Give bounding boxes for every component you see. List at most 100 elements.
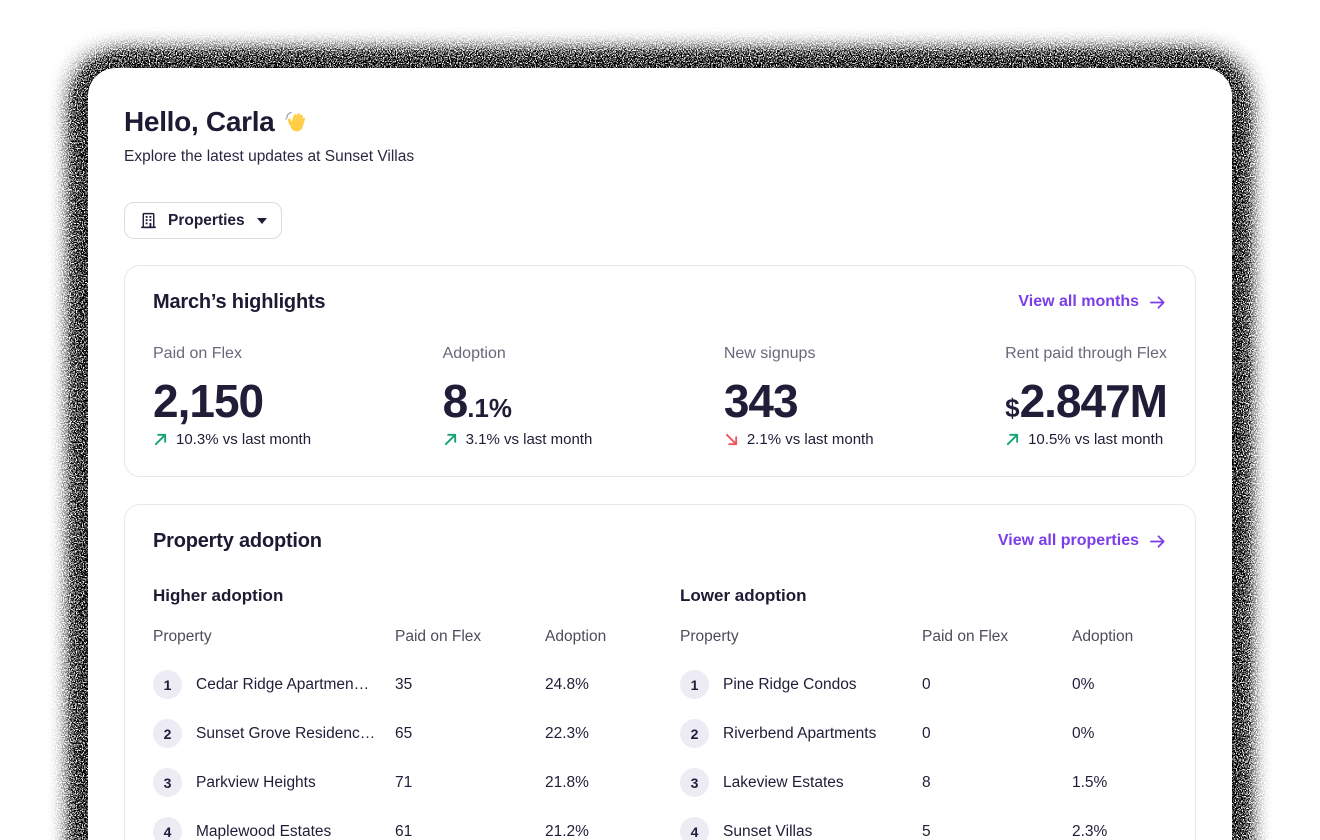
rank-badge: 3	[153, 768, 182, 797]
stat-paid-on-flex: Paid on Flex 2,150 10.3% vs last month	[153, 344, 311, 448]
paid-on-flex-value: 8	[922, 773, 931, 791]
table-header-row: Property Paid on Flex Adoption	[153, 628, 640, 646]
column-header-property: Property	[680, 628, 739, 645]
property-name: Riverbend Apartments	[723, 724, 877, 742]
property-adoption-section: Property adoption View all properties Hi…	[124, 504, 1196, 840]
column-header-property: Property	[153, 628, 212, 645]
paid-on-flex-value: 0	[922, 675, 931, 693]
paid-on-flex-value: 35	[395, 675, 413, 693]
adoption-value: 21.8%	[545, 773, 589, 791]
table-row: 2 Riverbend Apartments 0 0%	[680, 709, 1167, 758]
paid-on-flex-value: 71	[395, 773, 413, 791]
adoption-value: 22.3%	[545, 724, 589, 742]
higher-adoption-table: Higher adoption Property Paid on Flex Ad…	[153, 586, 640, 840]
stat-value-main: 2.847M	[1019, 375, 1168, 427]
view-all-months-link[interactable]: View all months	[1018, 293, 1167, 312]
stat-trend-text: 10.3% vs last month	[176, 431, 312, 448]
stat-trend: 10.5% vs last month	[1005, 431, 1167, 448]
stat-new-signups: New signups 343 2.1% vs last month	[724, 344, 874, 448]
rank-badge: 3	[680, 768, 709, 797]
table-row: 4 Maplewood Estates 61 21.2%	[153, 807, 640, 840]
property-name: Lakeview Estates	[723, 773, 844, 791]
column-header-adoption: Adoption	[545, 628, 607, 645]
stat-value: $ 2.847M	[1005, 374, 1168, 427]
stat-label: New signups	[723, 345, 816, 362]
paid-on-flex-value: 0	[922, 724, 931, 742]
stat-adoption: Adoption 8 .1% 3.1% vs last month	[443, 344, 593, 448]
building-icon	[139, 211, 158, 230]
paid-on-flex-value: 65	[395, 724, 413, 742]
stat-value-suffix: .1%	[467, 393, 512, 423]
rank-badge: 1	[153, 670, 182, 699]
table-row: 3 Lakeview Estates 8 1.5%	[680, 758, 1167, 807]
rank-badge: 2	[680, 719, 709, 748]
rank-badge: 4	[153, 817, 182, 840]
highlights-title: March’s highlights	[153, 291, 326, 313]
stat-trend-text: 10.5% vs last month	[1028, 431, 1164, 448]
highlights-section: March’s highlights View all months Paid …	[124, 265, 1196, 477]
view-all-months-label: View all months	[1018, 293, 1139, 310]
table-row: 1 Cedar Ridge Apartmen… 35 24.8%	[153, 660, 640, 709]
table-header-row: Property Paid on Flex Adoption	[680, 628, 1167, 646]
column-header-paid: Paid on Flex	[395, 628, 482, 645]
highlights-stats: Paid on Flex 2,150 10.3% vs last month A…	[153, 344, 1168, 448]
page-title: Hello, Carla	[124, 106, 275, 137]
rank-badge: 2	[153, 719, 182, 748]
stat-trend: 10.3% vs last month	[153, 431, 311, 448]
trend-up-icon	[153, 432, 168, 447]
stat-value-main: 8	[442, 375, 469, 427]
table-row: 4 Sunset Villas 5 2.3%	[680, 807, 1167, 840]
stat-label: Adoption	[442, 345, 506, 362]
rank-badge: 1	[680, 670, 709, 699]
paid-on-flex-value: 5	[922, 822, 931, 840]
properties-dropdown-button[interactable]: Properties	[124, 202, 282, 239]
property-name: Maplewood Estates	[196, 822, 332, 840]
page-subtitle: Explore the latest updates at Sunset Vil…	[124, 148, 415, 165]
wave-hand-icon	[284, 109, 311, 136]
stat-label: Paid on Flex	[153, 345, 242, 362]
stat-rent-paid: Rent paid through Flex $ 2.847M 10.5% vs…	[1005, 344, 1168, 448]
stat-trend-text: 3.1% vs last month	[465, 431, 593, 448]
paid-on-flex-value: 61	[395, 822, 413, 840]
view-all-properties-link[interactable]: View all properties	[998, 532, 1167, 551]
property-adoption-title: Property adoption	[153, 530, 322, 552]
arrow-right-icon	[1148, 532, 1167, 551]
table-row: 3 Parkview Heights 71 21.8%	[153, 758, 640, 807]
property-name: Sunset Grove Residenc…	[196, 724, 376, 742]
stat-label: Rent paid through Flex	[1005, 345, 1167, 362]
stat-value-prefix: $	[1005, 393, 1020, 423]
adoption-value: 0%	[1072, 675, 1095, 693]
property-name: Cedar Ridge Apartmen…	[196, 675, 370, 693]
chevron-down-icon	[256, 217, 267, 224]
arrow-right-icon	[1148, 293, 1167, 312]
table-heading: Lower adoption	[680, 586, 807, 605]
property-name: Parkview Heights	[196, 773, 316, 791]
column-header-paid: Paid on Flex	[922, 628, 1009, 645]
stat-value-main: 343	[723, 375, 799, 427]
stat-trend-text: 2.1% vs last month	[746, 431, 874, 448]
stat-value: 343	[724, 374, 874, 427]
dashboard-card: Hello, Carla Explore the latest updates …	[88, 68, 1232, 840]
table-row: 1 Pine Ridge Condos 0 0%	[680, 660, 1167, 709]
table-row: 2 Sunset Grove Residenc… 65 22.3%	[153, 709, 640, 758]
stat-value: 2,150	[153, 374, 311, 427]
property-name: Sunset Villas	[723, 822, 813, 840]
adoption-value: 0%	[1072, 724, 1095, 742]
table-heading: Higher adoption	[153, 586, 284, 605]
trend-up-icon	[1005, 432, 1020, 447]
view-all-properties-label: View all properties	[997, 532, 1139, 549]
trend-down-icon	[724, 432, 739, 447]
page-header: Hello, Carla	[124, 106, 1196, 138]
stat-value-main: 2,150	[153, 375, 264, 427]
properties-dropdown-label: Properties	[168, 211, 245, 229]
column-header-adoption: Adoption	[1072, 628, 1134, 645]
adoption-value: 2.3%	[1072, 822, 1108, 840]
stat-value: 8 .1%	[443, 374, 593, 427]
stat-trend: 3.1% vs last month	[443, 431, 593, 448]
trend-up-icon	[443, 432, 458, 447]
adoption-value: 21.2%	[545, 822, 589, 840]
adoption-value: 1.5%	[1072, 773, 1108, 791]
rank-badge: 4	[680, 817, 709, 840]
adoption-value: 24.8%	[545, 675, 589, 693]
stat-trend: 2.1% vs last month	[724, 431, 874, 448]
